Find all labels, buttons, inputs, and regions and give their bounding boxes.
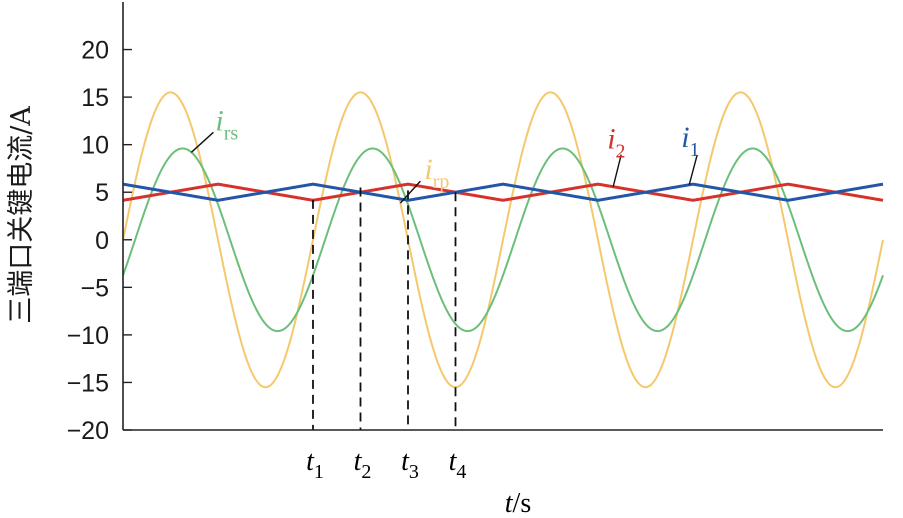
y-tick-label: −5 (80, 274, 109, 302)
y-tick-label: 10 (81, 132, 109, 160)
marker-label-t1: t1 (306, 446, 324, 483)
annotation-label-i2: i2 (607, 123, 625, 163)
annotation-leader-i2 (612, 154, 622, 187)
y-tick-label: −20 (67, 417, 109, 445)
x-axis-label: t/s (505, 488, 531, 518)
annotation-leader-irp (399, 180, 421, 204)
series-line-irp (122, 91, 884, 389)
y-tick-label: 0 (95, 227, 109, 255)
y-axis-label: 三端口关键电流/A (6, 106, 37, 324)
marker-label-t3: t3 (401, 446, 419, 483)
series-line-irs (122, 147, 884, 333)
series-line-i2 (122, 182, 884, 202)
annotation-leader-i1 (688, 154, 698, 185)
series-line-i1 (122, 182, 884, 202)
annotation-label-irs: irs (215, 104, 238, 144)
y-tick-label: 5 (95, 179, 109, 207)
plot-area: irs irp i2 i1 (122, 91, 884, 430)
marker-label-t4: t4 (449, 446, 467, 483)
axes: 20 15 10 5 0 −5 −10 −15 −20 t1 t2 t3 t4 (67, 2, 883, 483)
y-tick-label: −10 (67, 322, 109, 350)
annotation-label-irp: irp (424, 153, 449, 193)
y-tick-label: −15 (67, 369, 109, 397)
annotation-label-i1: i1 (681, 121, 699, 161)
marker-label-t2: t2 (354, 446, 372, 483)
y-tick-label: 15 (81, 84, 109, 112)
annotation-leader-irs (190, 131, 214, 153)
y-tick-label: 20 (81, 37, 109, 65)
